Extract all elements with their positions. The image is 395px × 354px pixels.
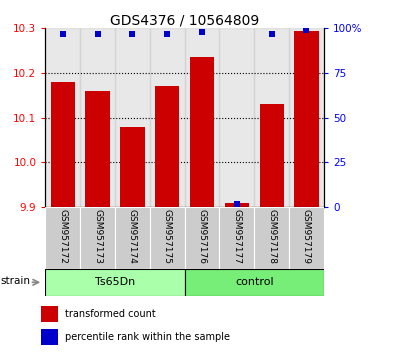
Bar bbox=[220, 207, 254, 269]
Text: control: control bbox=[235, 277, 274, 287]
Bar bbox=[115, 207, 150, 269]
Text: Ts65Dn: Ts65Dn bbox=[95, 277, 135, 287]
Bar bbox=[220, 28, 254, 207]
Text: GSM957173: GSM957173 bbox=[93, 209, 102, 264]
Text: GSM957179: GSM957179 bbox=[302, 209, 311, 264]
Bar bbox=[184, 269, 324, 296]
Bar bbox=[294, 30, 319, 207]
Text: GSM957177: GSM957177 bbox=[232, 209, 241, 264]
Bar bbox=[150, 207, 184, 269]
Bar bbox=[289, 28, 324, 207]
Bar bbox=[45, 28, 80, 207]
Text: percentile rank within the sample: percentile rank within the sample bbox=[66, 332, 231, 342]
Point bbox=[94, 31, 101, 36]
Bar bbox=[260, 104, 284, 207]
Bar bbox=[150, 28, 184, 207]
Point bbox=[199, 29, 205, 35]
Text: GSM957178: GSM957178 bbox=[267, 209, 276, 264]
Bar bbox=[184, 28, 220, 207]
Point bbox=[60, 31, 66, 36]
Bar bbox=[155, 86, 179, 207]
Bar bbox=[225, 202, 249, 207]
Point bbox=[164, 31, 170, 36]
Bar bbox=[254, 207, 289, 269]
Point bbox=[303, 27, 310, 33]
Bar bbox=[85, 91, 110, 207]
Bar bbox=[41, 329, 58, 345]
Point bbox=[234, 201, 240, 206]
Bar bbox=[51, 82, 75, 207]
Bar bbox=[80, 28, 115, 207]
Bar bbox=[115, 28, 150, 207]
Bar bbox=[41, 306, 58, 322]
Bar bbox=[184, 207, 220, 269]
Bar bbox=[190, 57, 214, 207]
Bar bbox=[120, 127, 145, 207]
Bar bbox=[254, 28, 289, 207]
Point bbox=[129, 31, 135, 36]
Point bbox=[269, 31, 275, 36]
Title: GDS4376 / 10564809: GDS4376 / 10564809 bbox=[110, 13, 259, 27]
Text: GSM957174: GSM957174 bbox=[128, 209, 137, 264]
Bar bbox=[45, 207, 80, 269]
Text: transformed count: transformed count bbox=[66, 309, 156, 319]
Text: GSM957176: GSM957176 bbox=[198, 209, 207, 264]
Text: strain: strain bbox=[1, 276, 31, 286]
Text: GSM957172: GSM957172 bbox=[58, 209, 67, 264]
Bar bbox=[289, 207, 324, 269]
Bar bbox=[45, 269, 184, 296]
Text: GSM957175: GSM957175 bbox=[163, 209, 172, 264]
Bar bbox=[80, 207, 115, 269]
